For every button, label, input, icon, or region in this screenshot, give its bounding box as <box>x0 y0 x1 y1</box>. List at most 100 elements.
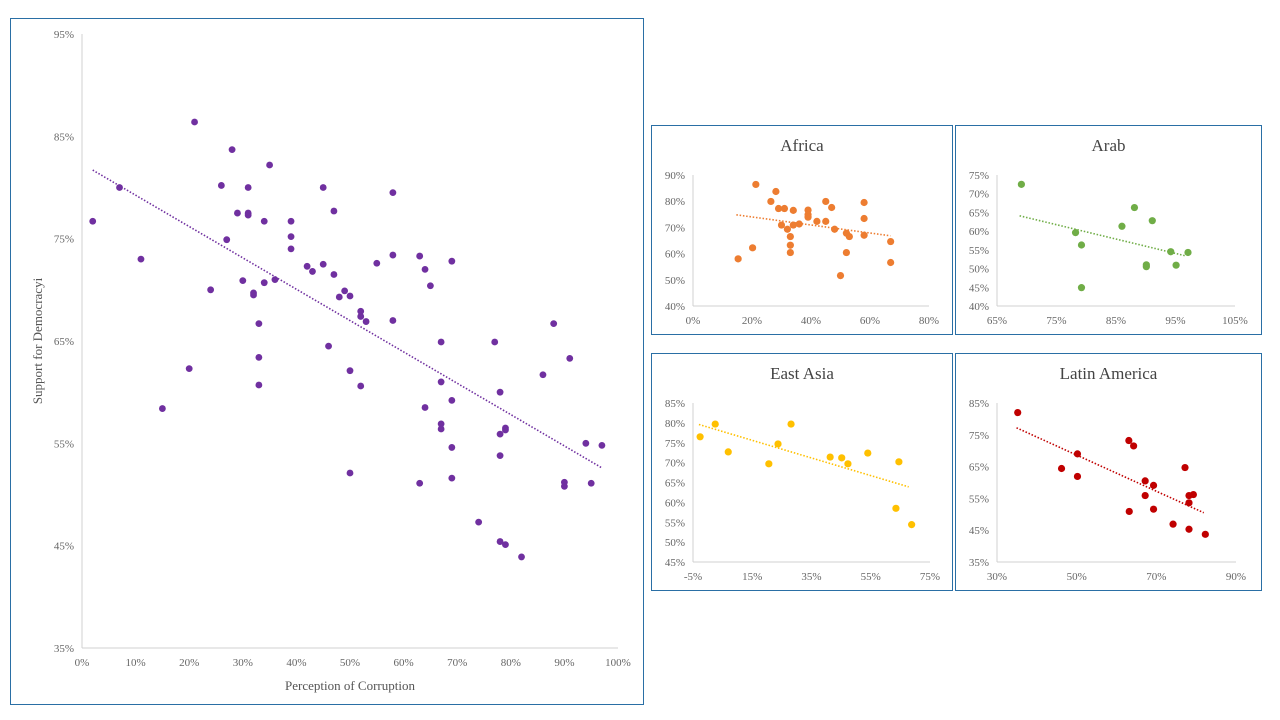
data-point <box>587 479 595 487</box>
x-tick-label: 55% <box>861 571 881 583</box>
data-point <box>1141 477 1149 485</box>
data-point <box>842 248 850 257</box>
y-tick-label: 45% <box>969 525 989 537</box>
data-point <box>448 474 456 482</box>
data-point <box>1189 490 1197 499</box>
x-tick-label: 0% <box>75 657 90 669</box>
data-point <box>502 541 509 549</box>
africa-scatter-chart: 40% 50% 60% 70% 80% 90% 0% 20% 40% 60% 80% <box>665 170 939 327</box>
y-tick-label: 65% <box>665 478 685 490</box>
data-point <box>844 460 852 468</box>
x-tick-label: 15% <box>742 571 762 583</box>
chart-title: Arab <box>1091 136 1126 155</box>
data-point <box>89 217 97 225</box>
x-tick-label: 20% <box>742 315 762 327</box>
x-tick-label: 95% <box>1165 315 1185 327</box>
trendline <box>92 169 603 469</box>
data-point <box>491 338 499 346</box>
data-point <box>887 237 895 246</box>
y-tick-label: 60% <box>665 249 685 261</box>
data-point <box>287 233 295 241</box>
data-point <box>437 425 445 433</box>
data-point <box>786 232 794 241</box>
y-tick-label: 60% <box>665 497 685 509</box>
arab-chart-panel: Arab 40% 45% 50% 55% 60% 65% 70% 75% 65% 75% 85% 95… <box>955 125 1262 335</box>
data-point <box>748 244 757 252</box>
data-point <box>804 213 812 221</box>
data-point <box>255 381 263 389</box>
data-point <box>116 184 123 191</box>
x-tick-label: 70% <box>1146 571 1166 583</box>
data-point <box>207 286 215 294</box>
data-point <box>1149 505 1158 513</box>
data-point <box>767 197 775 206</box>
data-point <box>271 276 279 283</box>
y-tick-label: 45% <box>665 557 685 569</box>
data-point <box>319 260 327 268</box>
data-point <box>448 444 456 451</box>
data-point <box>887 258 895 267</box>
data-point <box>255 320 263 328</box>
data-point <box>137 255 145 263</box>
africa-chart-panel: Africa 40% 50% 60% 70% 80% 90% 0% 20% 40% 60% 80% <box>651 125 953 335</box>
data-point <box>437 378 445 386</box>
data-point <box>1077 284 1086 292</box>
data-point <box>362 318 370 325</box>
data-point <box>244 211 252 219</box>
data-point <box>416 252 424 260</box>
data-point <box>223 236 231 244</box>
main-chart-panel: 35% 45% 55% 65% 75% 85% 95% 0% 10% 20% 30% 40% 50% 60… <box>10 18 644 705</box>
data-point <box>1181 463 1189 472</box>
data-point <box>389 251 397 259</box>
data-point <box>789 221 797 229</box>
data-point <box>561 482 568 490</box>
y-tick-label: 65% <box>969 207 989 219</box>
data-point <box>828 203 836 212</box>
data-point <box>1130 203 1139 212</box>
chart-title: Africa <box>780 136 824 155</box>
x-tick-label: 35% <box>801 571 821 583</box>
data-point <box>346 469 354 477</box>
data-point <box>346 292 354 300</box>
data-point <box>448 396 456 404</box>
data-point <box>822 217 830 225</box>
data-point <box>357 307 365 315</box>
x-tick-label: 30% <box>233 657 253 669</box>
data-point <box>1167 248 1175 256</box>
x-tick-label: 75% <box>1046 315 1066 327</box>
trendline <box>1016 427 1205 514</box>
data-point <box>319 184 327 191</box>
data-point <box>908 521 916 529</box>
data-point <box>892 504 900 512</box>
data-point <box>346 367 354 375</box>
y-tick-label: 60% <box>969 226 989 238</box>
y-tick-label: 80% <box>665 196 685 208</box>
data-point <box>539 371 547 379</box>
x-tick-label: -5% <box>684 571 702 583</box>
data-point <box>765 460 773 468</box>
data-point <box>774 440 782 448</box>
data-point <box>228 146 236 154</box>
data-point <box>1125 507 1133 516</box>
y-tick-label: 55% <box>54 438 74 450</box>
y-tick-label: 55% <box>665 517 685 529</box>
y-tick-label: 75% <box>969 170 989 182</box>
data-point <box>845 232 853 241</box>
data-point <box>826 453 834 461</box>
x-tick-label: 60% <box>394 657 414 669</box>
data-point <box>1185 525 1193 533</box>
data-point <box>813 217 821 225</box>
y-tick-label: 50% <box>665 537 685 549</box>
data-point <box>416 479 424 487</box>
data-point <box>255 353 263 361</box>
x-tick-label: 90% <box>1226 571 1246 583</box>
data-point <box>550 320 558 328</box>
x-tick-label: 0% <box>686 315 701 327</box>
data-point <box>1149 481 1158 489</box>
data-point <box>1077 241 1086 249</box>
data-point <box>421 265 429 273</box>
data-point <box>836 272 845 280</box>
data-point <box>789 206 797 214</box>
data-point <box>1130 442 1138 450</box>
y-tick-label: 70% <box>969 189 989 201</box>
